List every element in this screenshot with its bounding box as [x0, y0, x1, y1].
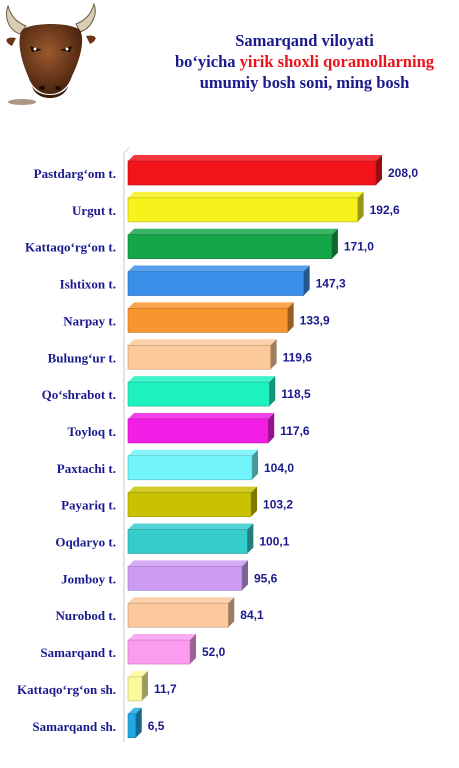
category-label: Payariq t. [61, 498, 116, 513]
title-line-2-prefix: bo‘yicha [175, 52, 240, 71]
category-label: Samarqand t. [40, 645, 116, 660]
data-label: 192,6 [370, 203, 400, 217]
bar [127, 676, 143, 702]
data-label: 171,0 [344, 240, 374, 254]
category-label: Kattaqo‘rg‘on t. [25, 240, 116, 255]
bar-side-face [141, 670, 148, 701]
data-label: 84,1 [240, 608, 264, 622]
category-label: Samarqand sh. [32, 719, 116, 734]
category-label: Toyloq t. [67, 424, 116, 439]
bar [127, 418, 269, 444]
data-label: 6,5 [148, 719, 165, 733]
chart-title: Samarqand viloyati bo‘yicha yirik shoxli… [150, 30, 459, 93]
bar-side-face [376, 155, 382, 185]
category-label: Kattaqo‘rg‘on sh. [17, 682, 116, 697]
bar-side-face [228, 597, 235, 628]
title-line-2-highlight: yirik shoxli qoramollarning [239, 52, 434, 71]
bar-top-face [128, 707, 142, 714]
bar-top-face [128, 523, 254, 530]
bar [127, 160, 377, 186]
bar [127, 271, 304, 296]
data-label: 133,9 [300, 313, 330, 327]
bar [127, 197, 358, 223]
data-label: 208,0 [388, 166, 418, 180]
bar-top-face [128, 597, 235, 604]
bar-side-face [135, 707, 142, 738]
data-label: 103,2 [263, 498, 293, 512]
bar [127, 455, 253, 481]
title-line-1: Samarqand viloyati [235, 31, 374, 50]
bar-side-face [331, 228, 338, 259]
bull-head-image [6, 2, 96, 105]
data-label: 11,7 [154, 682, 177, 696]
bar-top-face [128, 412, 275, 419]
bar-top-face [128, 155, 382, 161]
data-label: 118,5 [281, 387, 311, 401]
bar [127, 602, 229, 628]
bar-top-face [128, 191, 364, 198]
category-label: Nurobod t. [56, 608, 116, 623]
bar-side-face [270, 339, 277, 370]
title-line-2: bo‘yicha yirik shoxli qoramollarning [150, 51, 459, 72]
bar [127, 344, 271, 370]
data-label: 119,6 [283, 350, 313, 364]
bar-side-face [247, 523, 254, 554]
bar-side-face [268, 412, 275, 443]
category-label: Narpay t. [63, 313, 116, 328]
bar [127, 713, 137, 739]
data-label: 100,1 [259, 535, 289, 549]
data-label: 52,0 [202, 645, 226, 659]
bar-side-face [241, 560, 248, 591]
category-label: Qo‘shrabot t. [42, 387, 116, 402]
title-line-3: umumiy bosh soni, ming bosh [199, 73, 410, 92]
category-label: Paxtachi t. [57, 461, 116, 476]
bar [127, 381, 270, 407]
bar [127, 639, 191, 665]
category-label: Jomboy t. [61, 571, 116, 586]
y-axis-depth-line [123, 146, 131, 154]
bar-top-face [128, 228, 338, 235]
bar-top-face [128, 486, 258, 493]
bar-side-face [357, 191, 364, 222]
bar-top-face [128, 449, 258, 456]
bar-side-face [303, 265, 310, 296]
bar-top-face [128, 339, 277, 346]
bar-side-face [287, 302, 294, 333]
data-label: 104,0 [264, 461, 294, 475]
bar [127, 234, 333, 259]
bar-side-face [269, 376, 276, 407]
bar-top-face [128, 302, 294, 309]
category-label: Bulung‘ur t. [48, 350, 116, 365]
bar-top-face [128, 265, 310, 272]
category-label: Urgut t. [72, 203, 116, 218]
bar [127, 529, 248, 554]
bar [127, 566, 243, 591]
category-label: Ishtixon t. [60, 277, 116, 292]
bar-side-face [190, 634, 196, 665]
category-label: Pastdarg‘om t. [34, 166, 116, 181]
bar-top-face [128, 376, 276, 383]
bar-side-face [252, 449, 258, 480]
bar-top-face [128, 634, 196, 641]
bar-top-face [128, 670, 148, 677]
data-label: 117,6 [280, 424, 310, 438]
bar-side-face [251, 486, 258, 517]
category-label: Oqdaryo t. [55, 535, 116, 550]
bar-top-face [128, 560, 248, 567]
bar [127, 308, 288, 333]
data-label: 147,3 [316, 277, 346, 291]
data-label: 95,6 [254, 571, 278, 585]
bar [127, 492, 252, 517]
